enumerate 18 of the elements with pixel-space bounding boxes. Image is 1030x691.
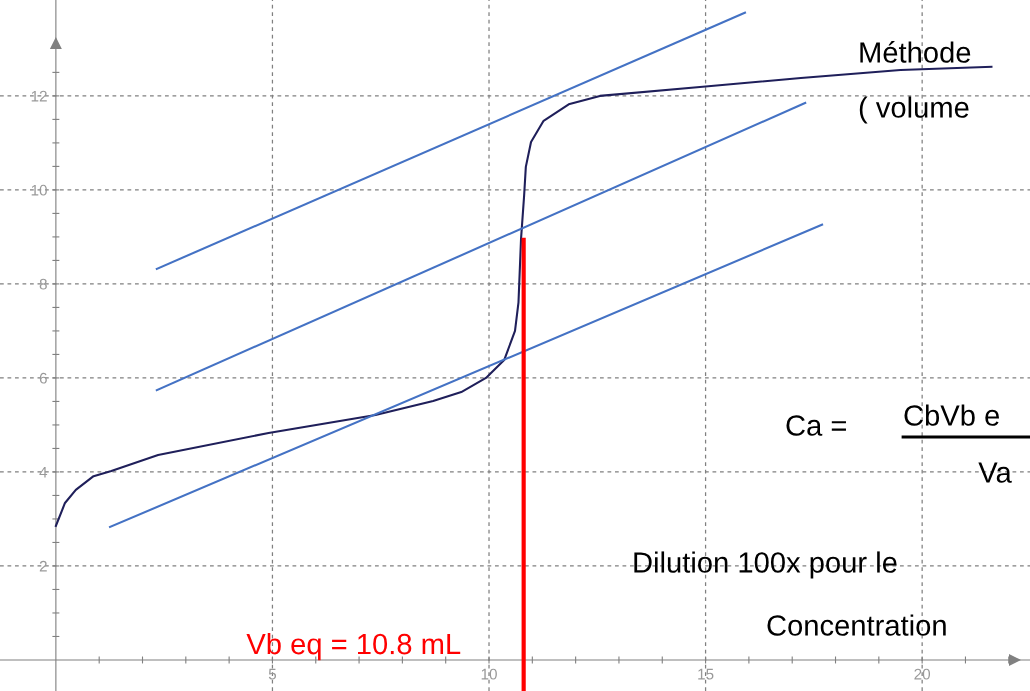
- y-tick-label: 2: [39, 560, 47, 572]
- annotation: CbVb e: [904, 404, 999, 426]
- x-tick-label: 5: [268, 668, 277, 680]
- annotation: Dilution 100x pour le: [634, 551, 897, 579]
- y-tick-label: 8: [39, 278, 47, 290]
- x-tick-label: 15: [698, 668, 714, 680]
- y-tick-label: 10: [31, 184, 47, 196]
- text: Vb eq = 10.8 mL: [246, 632, 461, 661]
- x-tick-label: 10: [481, 668, 497, 680]
- y-tick-label: 4: [39, 466, 48, 478]
- annotation: ( volume: [859, 96, 969, 124]
- annotation: Va: [978, 462, 1012, 483]
- annotation: Méthode: [860, 41, 971, 63]
- annotation: Ca =: [786, 415, 846, 436]
- x-tick-label: 20: [914, 668, 931, 680]
- y-tick-label: 6: [39, 372, 47, 384]
- annotation: Concentration: [767, 614, 946, 636]
- y-tick-label: 12: [31, 90, 47, 102]
